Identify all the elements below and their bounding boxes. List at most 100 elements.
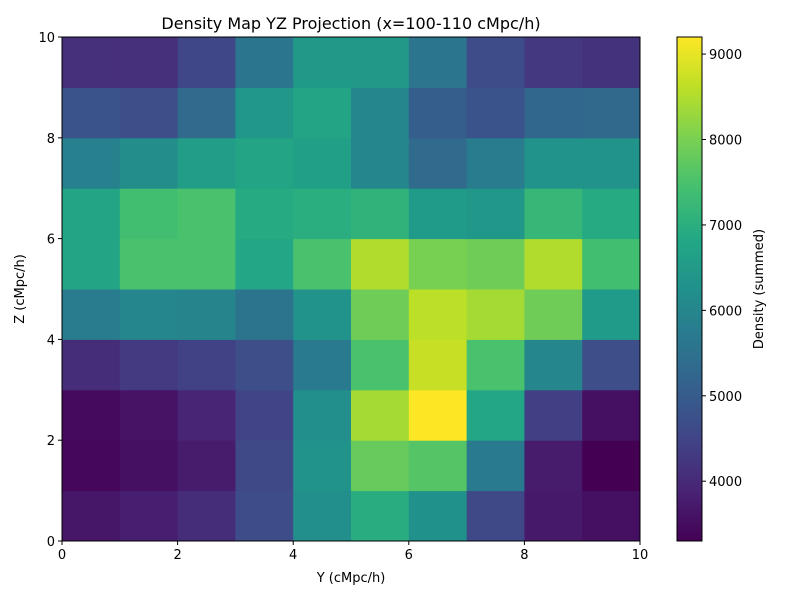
heatmap-cell: [62, 339, 121, 391]
x-tick-label: 8: [520, 548, 528, 563]
heatmap-cell: [351, 490, 410, 542]
heatmap-cell: [524, 440, 583, 492]
heatmap-cell: [524, 37, 583, 88]
heatmap-cell: [582, 188, 641, 240]
heatmap-cells: [62, 37, 641, 542]
heatmap-cell: [524, 87, 583, 139]
heatmap-cell: [62, 238, 121, 290]
heatmap-cell: [351, 188, 410, 240]
heatmap-cell: [408, 37, 468, 88]
heatmap-cell: [293, 87, 352, 139]
heatmap-cell: [582, 137, 641, 189]
heatmap-cell: [351, 238, 410, 290]
y-tick-label: 6: [47, 233, 55, 248]
heatmap-cell: [119, 87, 179, 139]
heatmap-cell: [293, 137, 352, 189]
y-axis-ticks: 0 2 4 6 8 10: [38, 31, 62, 550]
heatmap-cell: [235, 389, 294, 441]
heatmap-cell: [582, 37, 641, 88]
x-tick-label: 2: [173, 548, 181, 563]
heatmap-cell: [466, 137, 525, 189]
heatmap-cell: [408, 289, 468, 340]
heatmap-cell: [177, 440, 236, 492]
heatmap-cell: [408, 87, 468, 139]
heatmap-cell: [351, 289, 410, 340]
heatmap-cell: [119, 440, 179, 492]
heatmap-cell: [351, 389, 410, 441]
y-tick-label: 10: [38, 31, 55, 46]
heatmap-cell: [119, 389, 179, 441]
heatmap-cell: [293, 440, 352, 492]
heatmap-cell: [524, 289, 583, 340]
heatmap-cell: [177, 87, 236, 139]
heatmap-cell: [62, 87, 121, 139]
heatmap-cell: [177, 490, 236, 542]
y-tick-label: 4: [47, 333, 55, 348]
heatmap-cell: [293, 37, 352, 88]
heatmap-cell: [293, 490, 352, 542]
colorbar-tick-label: 9000: [709, 48, 742, 63]
heatmap-cell: [351, 339, 410, 391]
heatmap-cell: [62, 137, 121, 189]
heatmap-cell: [62, 188, 121, 240]
x-tick-label: 6: [405, 548, 413, 563]
heatmap-cell: [177, 37, 236, 88]
colorbar: [676, 36, 703, 542]
heatmap-cell: [466, 440, 525, 492]
heatmap-cell: [235, 238, 294, 290]
colorbar-tick-label: 8000: [709, 134, 742, 149]
heatmap-cell: [524, 238, 583, 290]
heatmap-cell: [582, 289, 641, 340]
heatmap-cell: [293, 238, 352, 290]
heatmap-cell: [177, 137, 236, 189]
heatmap-cell: [408, 188, 468, 240]
heatmap-cell: [524, 490, 583, 542]
heatmap-cell: [408, 440, 468, 492]
heatmap-cell: [466, 289, 525, 340]
heatmap-cell: [293, 389, 352, 441]
heatmap-cell: [408, 238, 468, 290]
heatmap-cell: [235, 188, 294, 240]
heatmap-cell: [466, 389, 525, 441]
heatmap-cell: [62, 289, 121, 340]
plot-frame: [61, 36, 641, 542]
y-tick-label: 8: [47, 132, 55, 147]
colorbar-ticks: 4000 5000 6000 7000 8000 9000: [702, 48, 742, 490]
heatmap-cell: [119, 238, 179, 290]
heatmap-cell: [293, 289, 352, 340]
heatmap-cell: [62, 389, 121, 441]
heatmap-cell: [119, 289, 179, 340]
heatmap-cell: [235, 137, 294, 189]
heatmap-cell: [235, 289, 294, 340]
heatmap-cell: [466, 238, 525, 290]
x-tick-label: 0: [58, 548, 66, 563]
heatmap-cell: [293, 339, 352, 391]
heatmap-cell: [235, 87, 294, 139]
heatmap-cell: [351, 440, 410, 492]
heatmap-cell: [293, 188, 352, 240]
heatmap-cell: [582, 389, 641, 441]
heatmap-cell: [524, 188, 583, 240]
heatmap-cell: [177, 389, 236, 441]
heatmap-cell: [177, 188, 236, 240]
colorbar-tick-label: 6000: [709, 304, 742, 319]
heatmap-cell: [582, 339, 641, 391]
x-tick-label: 10: [632, 548, 649, 563]
heatmap-cell: [62, 440, 121, 492]
heatmap-cell: [524, 339, 583, 391]
heatmap-cell: [466, 339, 525, 391]
heatmap-cell: [524, 137, 583, 189]
colorbar-label: Density (summed): [752, 229, 767, 349]
heatmap-cell: [408, 137, 468, 189]
heatmap-cell: [119, 490, 179, 542]
heatmap-cell: [466, 490, 525, 542]
heatmap-cell: [582, 87, 641, 139]
heatmap-cell: [351, 137, 410, 189]
heatmap-cell: [235, 37, 294, 88]
heatmap-cell: [177, 238, 236, 290]
colorbar-tick-label: 7000: [709, 219, 742, 234]
heatmap-cell: [62, 490, 121, 542]
chart-title: Density Map YZ Projection (x=100-110 cMp…: [161, 14, 540, 33]
heatmap-cell: [466, 87, 525, 139]
